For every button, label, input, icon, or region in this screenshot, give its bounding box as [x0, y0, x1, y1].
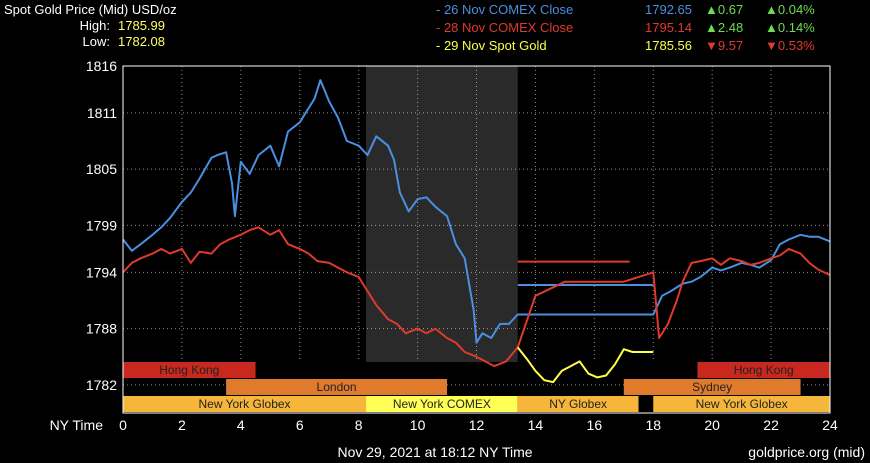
chart-title: Spot Gold Price (Mid) USD/oz	[4, 2, 177, 17]
low-value: 1782.08	[118, 34, 165, 49]
y-tick-label: 1794	[86, 264, 117, 280]
session-label: NY Globex	[549, 397, 607, 411]
low-label: Low:	[82, 34, 110, 49]
x-tick-label: 14	[528, 417, 544, 433]
source-link[interactable]: goldprice.org (mid)	[748, 444, 865, 460]
session-bar	[623, 379, 801, 395]
x-tick-label: 18	[645, 417, 661, 433]
timestamp: Nov 29, 2021 at 18:12 NY Time	[337, 444, 533, 460]
comex-hours-shade	[366, 66, 518, 362]
x-tick-label: 0	[119, 417, 127, 433]
x-tick-label: 2	[178, 417, 186, 433]
session-label: London	[317, 380, 357, 394]
legend-label: - 26 Nov COMEX Close	[436, 2, 574, 17]
y-tick-label: 1782	[86, 377, 117, 393]
session-bar	[123, 362, 256, 378]
legend-percent: ▼0.53%	[765, 38, 815, 53]
x-tick-label: 4	[237, 417, 245, 433]
x-tick-label: 22	[763, 417, 779, 433]
session-bar	[517, 396, 639, 412]
x-axis-label: NY Time	[50, 417, 104, 433]
x-tick-label: 20	[704, 417, 720, 433]
y-tick-label: 1799	[86, 217, 117, 233]
session-label: Hong Kong	[734, 363, 794, 377]
session-bar	[697, 362, 830, 378]
legend-percent: ▲0.04%	[765, 2, 815, 17]
legend-price: 1785.56	[645, 38, 692, 53]
series-line-0	[122, 79, 831, 344]
high-label: High:	[79, 18, 110, 33]
session-bar	[653, 396, 830, 412]
y-tick-label: 1816	[86, 58, 117, 74]
legend-price: 1792.65	[645, 2, 692, 17]
series-line-2	[516, 346, 654, 384]
legend-label: - 29 Nov Spot Gold	[436, 38, 547, 53]
high-value: 1785.99	[118, 18, 165, 33]
series-line-1	[122, 226, 831, 368]
session-label: New York Globex	[198, 397, 290, 411]
y-tick-label: 1811	[87, 105, 117, 121]
legend-change: ▲2.48	[705, 20, 744, 35]
legend-label: - 28 Nov COMEX Close	[436, 20, 574, 35]
session-label: Sydney	[692, 380, 732, 394]
x-tick-label: 8	[355, 417, 363, 433]
session-bar	[123, 396, 367, 412]
legend-change: ▲0.67	[705, 2, 744, 17]
x-tick-label: 12	[469, 417, 485, 433]
y-tick-label: 1788	[86, 321, 117, 337]
session-bar	[366, 396, 518, 412]
x-tick-label: 10	[410, 417, 426, 433]
session-bar	[226, 379, 448, 395]
legend-price: 1795.14	[645, 20, 692, 35]
y-tick-label: 1805	[86, 161, 117, 177]
session-label: New York COMEX	[393, 397, 491, 411]
plot-frame	[122, 65, 831, 414]
legend-percent: ▲0.14%	[765, 20, 815, 35]
x-tick-label: 16	[587, 417, 603, 433]
x-tick-label: 24	[822, 417, 838, 433]
legend-change: ▼9.57	[705, 38, 744, 53]
session-label: Hong Kong	[159, 363, 219, 377]
x-tick-label: 6	[296, 417, 304, 433]
session-label: New York Globex	[696, 397, 788, 411]
